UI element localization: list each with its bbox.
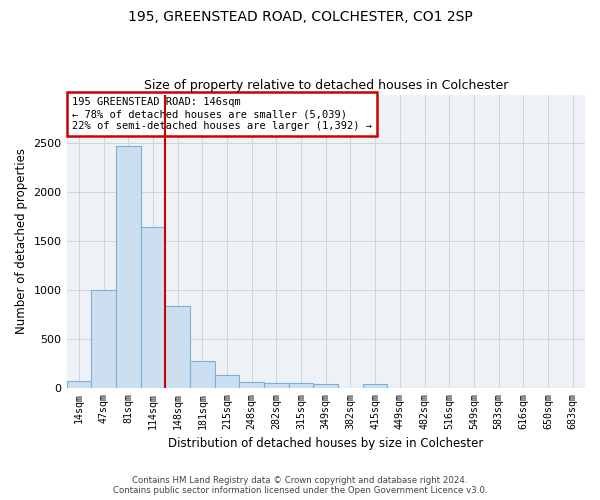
X-axis label: Distribution of detached houses by size in Colchester: Distribution of detached houses by size … [168, 437, 484, 450]
Text: 195 GREENSTEAD ROAD: 146sqm
← 78% of detached houses are smaller (5,039)
22% of : 195 GREENSTEAD ROAD: 146sqm ← 78% of det… [72, 98, 372, 130]
Bar [215, 375, 239, 388]
Bar [363, 384, 388, 388]
Text: Contains HM Land Registry data © Crown copyright and database right 2024.
Contai: Contains HM Land Registry data © Crown c… [113, 476, 487, 495]
Bar [190, 362, 215, 388]
Bar [239, 382, 264, 388]
Bar [264, 383, 289, 388]
Bar [91, 290, 116, 388]
Bar [313, 384, 338, 388]
Bar [116, 146, 140, 388]
Bar [140, 226, 165, 388]
Text: 195, GREENSTEAD ROAD, COLCHESTER, CO1 2SP: 195, GREENSTEAD ROAD, COLCHESTER, CO1 2S… [128, 10, 472, 24]
Bar [289, 384, 313, 388]
Y-axis label: Number of detached properties: Number of detached properties [15, 148, 28, 334]
Bar [165, 306, 190, 388]
Title: Size of property relative to detached houses in Colchester: Size of property relative to detached ho… [143, 79, 508, 92]
Bar [67, 381, 91, 388]
